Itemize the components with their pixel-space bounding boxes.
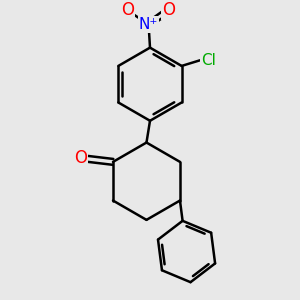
Text: N⁺: N⁺ xyxy=(139,17,158,32)
Text: Cl: Cl xyxy=(201,53,216,68)
Text: O: O xyxy=(74,149,87,167)
Text: O: O xyxy=(121,2,134,20)
Text: O: O xyxy=(162,2,175,20)
